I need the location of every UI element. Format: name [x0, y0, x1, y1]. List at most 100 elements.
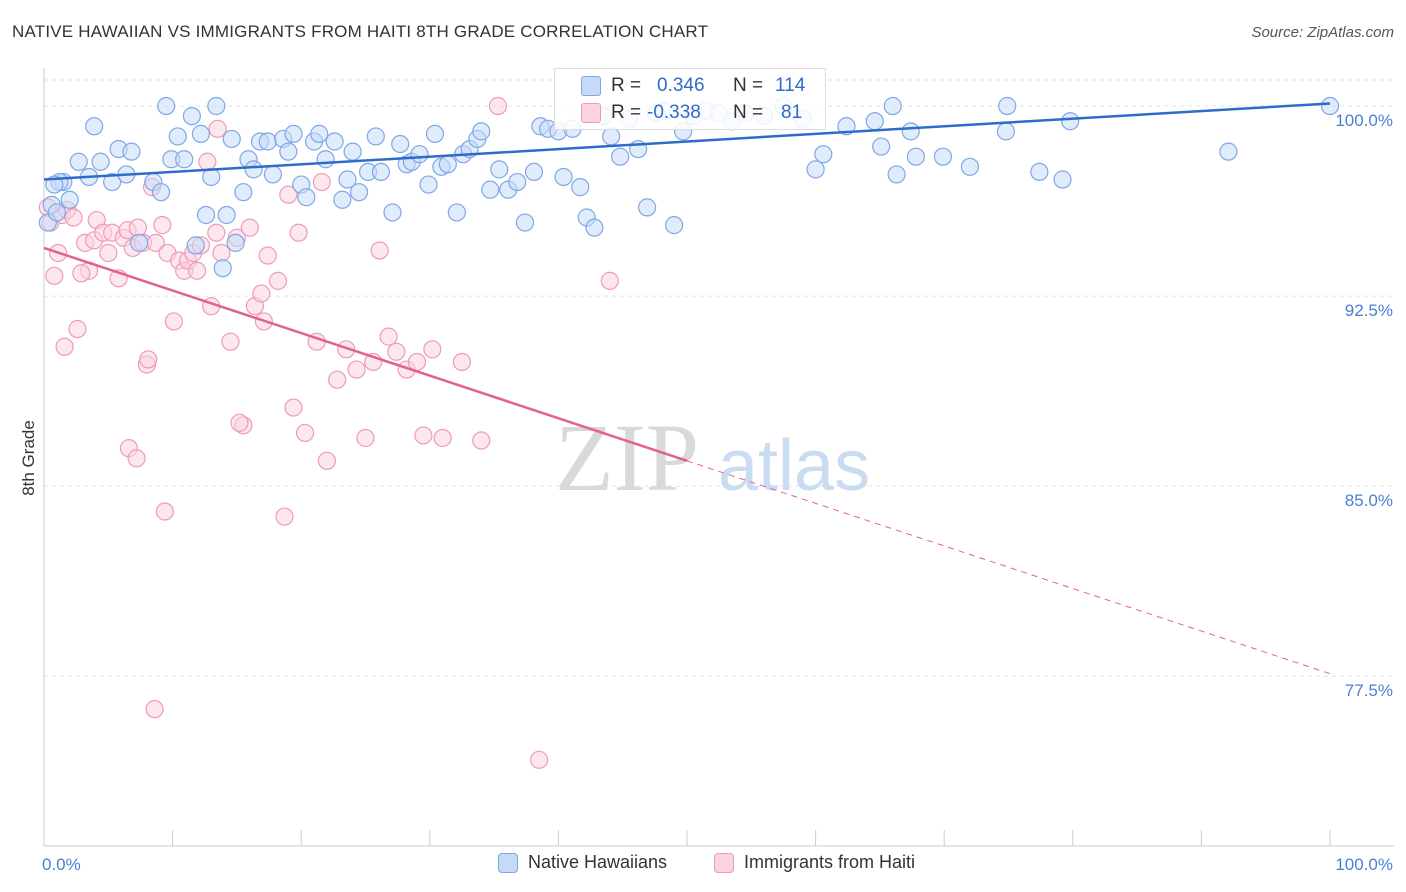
data-point-native-hawaiians: [1061, 112, 1080, 131]
y-tick-label: 100.0%: [1335, 111, 1393, 130]
data-point-immigrants-from-haiti: [295, 423, 315, 443]
data-point-immigrants-from-haiti: [328, 370, 347, 389]
data-point-immigrants-from-haiti: [268, 271, 288, 290]
stats-r-label: R =: [611, 102, 642, 123]
data-point-native-hawaiians: [602, 127, 621, 146]
data-point-immigrants-from-haiti: [198, 152, 217, 171]
data-point-native-hawaiians: [175, 150, 194, 169]
data-point-immigrants-from-haiti: [45, 266, 64, 285]
data-point-native-hawaiians: [69, 152, 88, 171]
data-point-native-hawaiians: [297, 188, 316, 207]
data-point-native-hawaiians: [933, 147, 953, 166]
data-point-immigrants-from-haiti: [370, 241, 389, 260]
series-immigrants-from-haiti: [38, 96, 619, 769]
data-point-immigrants-from-haiti: [600, 271, 619, 290]
legend-label: Native Hawaiians: [528, 852, 668, 872]
data-point-native-hawaiians: [425, 124, 445, 143]
trend-line-immigrants-from-haiti: [43, 246, 688, 462]
data-point-immigrants-from-haiti: [155, 502, 174, 521]
data-point-native-hawaiians: [611, 147, 630, 166]
data-point-native-hawaiians: [196, 205, 216, 225]
data-point-immigrants-from-haiti: [127, 449, 146, 468]
data-point-immigrants-from-haiti: [55, 337, 74, 356]
data-point-native-hawaiians: [998, 96, 1017, 116]
data-point-native-hawaiians: [244, 160, 263, 179]
stats-n-label: N =: [733, 75, 764, 96]
data-point-native-hawaiians: [366, 127, 385, 146]
data-point-native-hawaiians: [122, 142, 141, 161]
data-point-immigrants-from-haiti: [187, 261, 207, 280]
data-point-native-hawaiians: [490, 160, 509, 179]
data-point-native-hawaiians: [665, 216, 684, 235]
y-tick-label: 92.5%: [1345, 301, 1393, 320]
data-point-native-hawaiians: [571, 178, 590, 197]
legend-swatch-pink: [714, 852, 734, 873]
chart-source: Source: ZipAtlas.com: [1251, 24, 1394, 41]
data-point-immigrants-from-haiti: [64, 208, 83, 227]
stats-n-value: 114: [775, 75, 806, 96]
data-point-native-hawaiians: [213, 259, 232, 278]
data-point-native-hawaiians: [906, 147, 926, 166]
data-point-immigrants-from-haiti: [279, 185, 298, 204]
data-point-immigrants-from-haiti: [164, 312, 183, 331]
stats-r-label: R =: [611, 75, 642, 96]
legend-swatch-blue: [498, 852, 518, 873]
data-point-native-hawaiians: [887, 165, 906, 184]
data-point-native-hawaiians: [410, 145, 429, 164]
data-point-native-hawaiians: [383, 203, 402, 222]
data-point-immigrants-from-haiti: [128, 218, 147, 237]
data-point-native-hawaiians: [1053, 170, 1072, 189]
data-point-native-hawaiians: [447, 203, 466, 222]
data-point-native-hawaiians: [1030, 162, 1049, 182]
data-point-immigrants-from-haiti: [530, 750, 549, 769]
data-point-native-hawaiians: [157, 96, 176, 116]
legend-item-native-hawaiians[interactable]: Native Hawaiians: [498, 852, 667, 873]
data-point-immigrants-from-haiti: [240, 218, 259, 237]
data-point-native-hawaiians: [258, 132, 277, 151]
stats-n-label: N =: [733, 102, 764, 123]
data-point-native-hawaiians: [310, 124, 329, 143]
data-point-immigrants-from-haiti: [452, 352, 472, 372]
data-point-native-hawaiians: [996, 122, 1016, 141]
data-point-immigrants-from-haiti: [356, 428, 375, 448]
data-point-immigrants-from-haiti: [284, 398, 303, 417]
data-point-immigrants-from-haiti: [208, 119, 227, 138]
watermark: ZIP atlas: [555, 404, 870, 511]
x-tick-label: 0.0%: [42, 855, 81, 874]
data-point-native-hawaiians: [263, 165, 283, 184]
data-point-immigrants-from-haiti: [252, 284, 271, 303]
data-point-immigrants-from-haiti: [275, 507, 294, 526]
data-point-immigrants-from-haiti: [347, 360, 366, 379]
data-point-native-hawaiians: [508, 172, 527, 192]
data-point-native-hawaiians: [191, 124, 210, 143]
data-point-native-hawaiians: [554, 167, 573, 187]
trend-lines: [43, 102, 1331, 675]
data-point-native-hawaiians: [419, 175, 438, 194]
data-point-native-hawaiians: [837, 117, 856, 136]
data-point-native-hawaiians: [901, 122, 920, 141]
data-point-native-hawaiians: [960, 157, 980, 176]
data-point-native-hawaiians: [333, 190, 352, 209]
data-point-native-hawaiians: [481, 180, 500, 199]
data-point-immigrants-from-haiti: [488, 96, 508, 116]
stats-swatch-pink: [581, 103, 601, 123]
data-point-immigrants-from-haiti: [472, 431, 491, 450]
data-point-native-hawaiians: [226, 233, 245, 252]
data-point-native-hawaiians: [151, 183, 171, 202]
data-point-native-hawaiians: [883, 96, 902, 116]
data-point-native-hawaiians: [472, 122, 491, 141]
data-point-native-hawaiians: [438, 155, 457, 174]
stats-swatch-blue: [581, 76, 601, 96]
watermark-atlas: atlas: [718, 426, 870, 506]
data-point-native-hawaiians: [391, 134, 410, 154]
data-point-immigrants-from-haiti: [317, 451, 337, 470]
data-point-native-hawaiians: [130, 233, 149, 252]
data-point-native-hawaiians: [234, 183, 253, 202]
data-point-native-hawaiians: [182, 107, 201, 126]
axes: 100.0% 92.5% 85.0% 77.5% 0.0% 100.0%: [42, 68, 1394, 874]
legend-item-immigrants-from-haiti[interactable]: Immigrants from Haiti: [714, 852, 915, 873]
data-point-native-hawaiians: [284, 124, 303, 143]
x-tick-label: 100.0%: [1335, 855, 1393, 874]
data-point-immigrants-from-haiti: [312, 172, 331, 192]
